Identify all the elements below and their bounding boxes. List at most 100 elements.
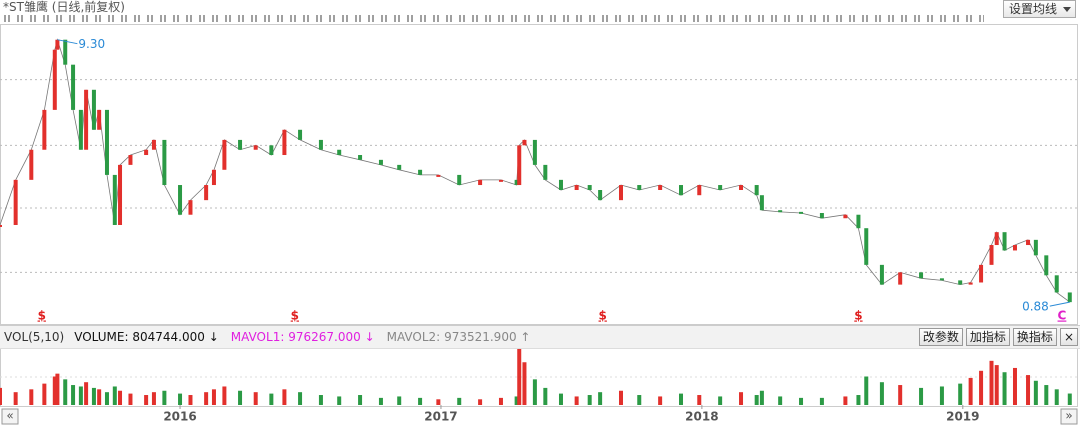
- event-marker: $: [854, 309, 862, 323]
- candle: [118, 164, 123, 225]
- candle: [78, 109, 83, 150]
- candle: [52, 49, 57, 110]
- stock-title: *ST雏鹰 (日线,前复权): [3, 0, 125, 14]
- candle: [63, 39, 68, 65]
- candle: [104, 109, 109, 175]
- volume-bar: [522, 362, 527, 405]
- indicator: VOLUME: 804744.000 ↓: [74, 330, 219, 344]
- candle: [112, 174, 117, 225]
- volume-bar: [418, 397, 423, 405]
- candle: [397, 164, 402, 170]
- price-panel: [0, 24, 1078, 325]
- ma-settings-button[interactable]: 设置均线: [1002, 0, 1076, 18]
- candle: [517, 145, 522, 186]
- candle: [29, 149, 34, 180]
- candle: [1044, 255, 1049, 276]
- close-button[interactable]: ×: [1059, 328, 1078, 346]
- candle: [358, 155, 363, 160]
- candle: [587, 185, 592, 191]
- volume-bar: [778, 396, 783, 405]
- candle: [532, 139, 537, 165]
- button-label: 设置均线: [1008, 2, 1057, 16]
- candle: [144, 149, 149, 156]
- candle: [498, 179, 503, 182]
- volume-bar: [958, 383, 963, 405]
- volume-bar: [71, 385, 76, 405]
- volume-bar: [112, 386, 117, 405]
- candle: [436, 174, 441, 177]
- candle: [718, 185, 723, 191]
- candle: [162, 139, 167, 186]
- volume-bar: [754, 395, 759, 405]
- candle: [457, 174, 462, 186]
- candle: [55, 39, 60, 50]
- candle: [968, 282, 973, 285]
- volume-bar: [378, 397, 383, 405]
- volume-bar: [718, 396, 723, 405]
- volume-bar: [84, 382, 89, 405]
- top-bar: *ST雏鹰 (日线,前复权): [0, 0, 1080, 14]
- prev-button[interactable]: [1, 408, 19, 425]
- volume-bar: [178, 393, 183, 405]
- volume-bar: [337, 396, 342, 405]
- toolbar-button[interactable]: 加指标: [965, 328, 1010, 346]
- candle: [151, 139, 156, 150]
- volume-bar: [238, 390, 243, 405]
- candle: [188, 200, 193, 215]
- dropdown-arrow: [1063, 7, 1071, 12]
- volume-bar: [42, 383, 47, 405]
- volume-bar: [162, 390, 167, 405]
- candle: [558, 179, 563, 191]
- volume-bar: [436, 399, 441, 405]
- candle: [754, 185, 759, 196]
- candle: [178, 185, 183, 215]
- candle: [378, 159, 383, 165]
- candle: [739, 185, 744, 191]
- volume-bar: [574, 396, 579, 405]
- event-marker: $: [599, 309, 607, 323]
- indicator-value: 804744.000: [132, 330, 205, 344]
- next-button[interactable]: [1060, 408, 1078, 425]
- volume-bar: [979, 370, 984, 405]
- candle: [979, 264, 984, 283]
- volume-bar: [514, 396, 519, 405]
- candle: [637, 185, 642, 191]
- candle: [514, 179, 519, 186]
- volume-bar: [358, 395, 363, 405]
- candle: [84, 89, 89, 150]
- indicator-name: MAVOL2:: [386, 330, 441, 344]
- toolbar-button[interactable]: 改参数: [918, 328, 963, 346]
- candle: [1033, 239, 1038, 256]
- volume-bar: [151, 392, 156, 405]
- indicator-value: 976267.000: [288, 330, 361, 344]
- volume-bar: [637, 395, 642, 405]
- volume-bar: [679, 393, 684, 405]
- toolbar-button[interactable]: 换指标: [1012, 328, 1057, 346]
- candle: [97, 109, 102, 130]
- indicator-name: MAVOL1:: [230, 330, 285, 344]
- price-line: [0, 38, 1071, 303]
- candle: [759, 195, 764, 211]
- volume-bar: [63, 379, 68, 405]
- volume-bar: [253, 392, 258, 405]
- x-tick-label: 2017: [424, 410, 457, 424]
- candle: [658, 185, 663, 191]
- volume-bar: [759, 390, 764, 405]
- candle: [1067, 292, 1072, 303]
- candle: [778, 210, 783, 213]
- candle: [253, 145, 258, 150]
- volume-bar: [222, 386, 227, 405]
- volume-bar: [939, 386, 944, 405]
- x-tick-label: 2019: [946, 410, 979, 424]
- candle: [337, 149, 342, 156]
- candle: [204, 185, 209, 201]
- candle: [679, 185, 684, 196]
- candle: [269, 145, 274, 156]
- candle: [211, 169, 216, 186]
- event-marker: $: [291, 309, 299, 323]
- candle: [418, 169, 423, 175]
- volume-bar: [0, 387, 2, 405]
- candle: [618, 185, 623, 201]
- candle: [222, 139, 227, 170]
